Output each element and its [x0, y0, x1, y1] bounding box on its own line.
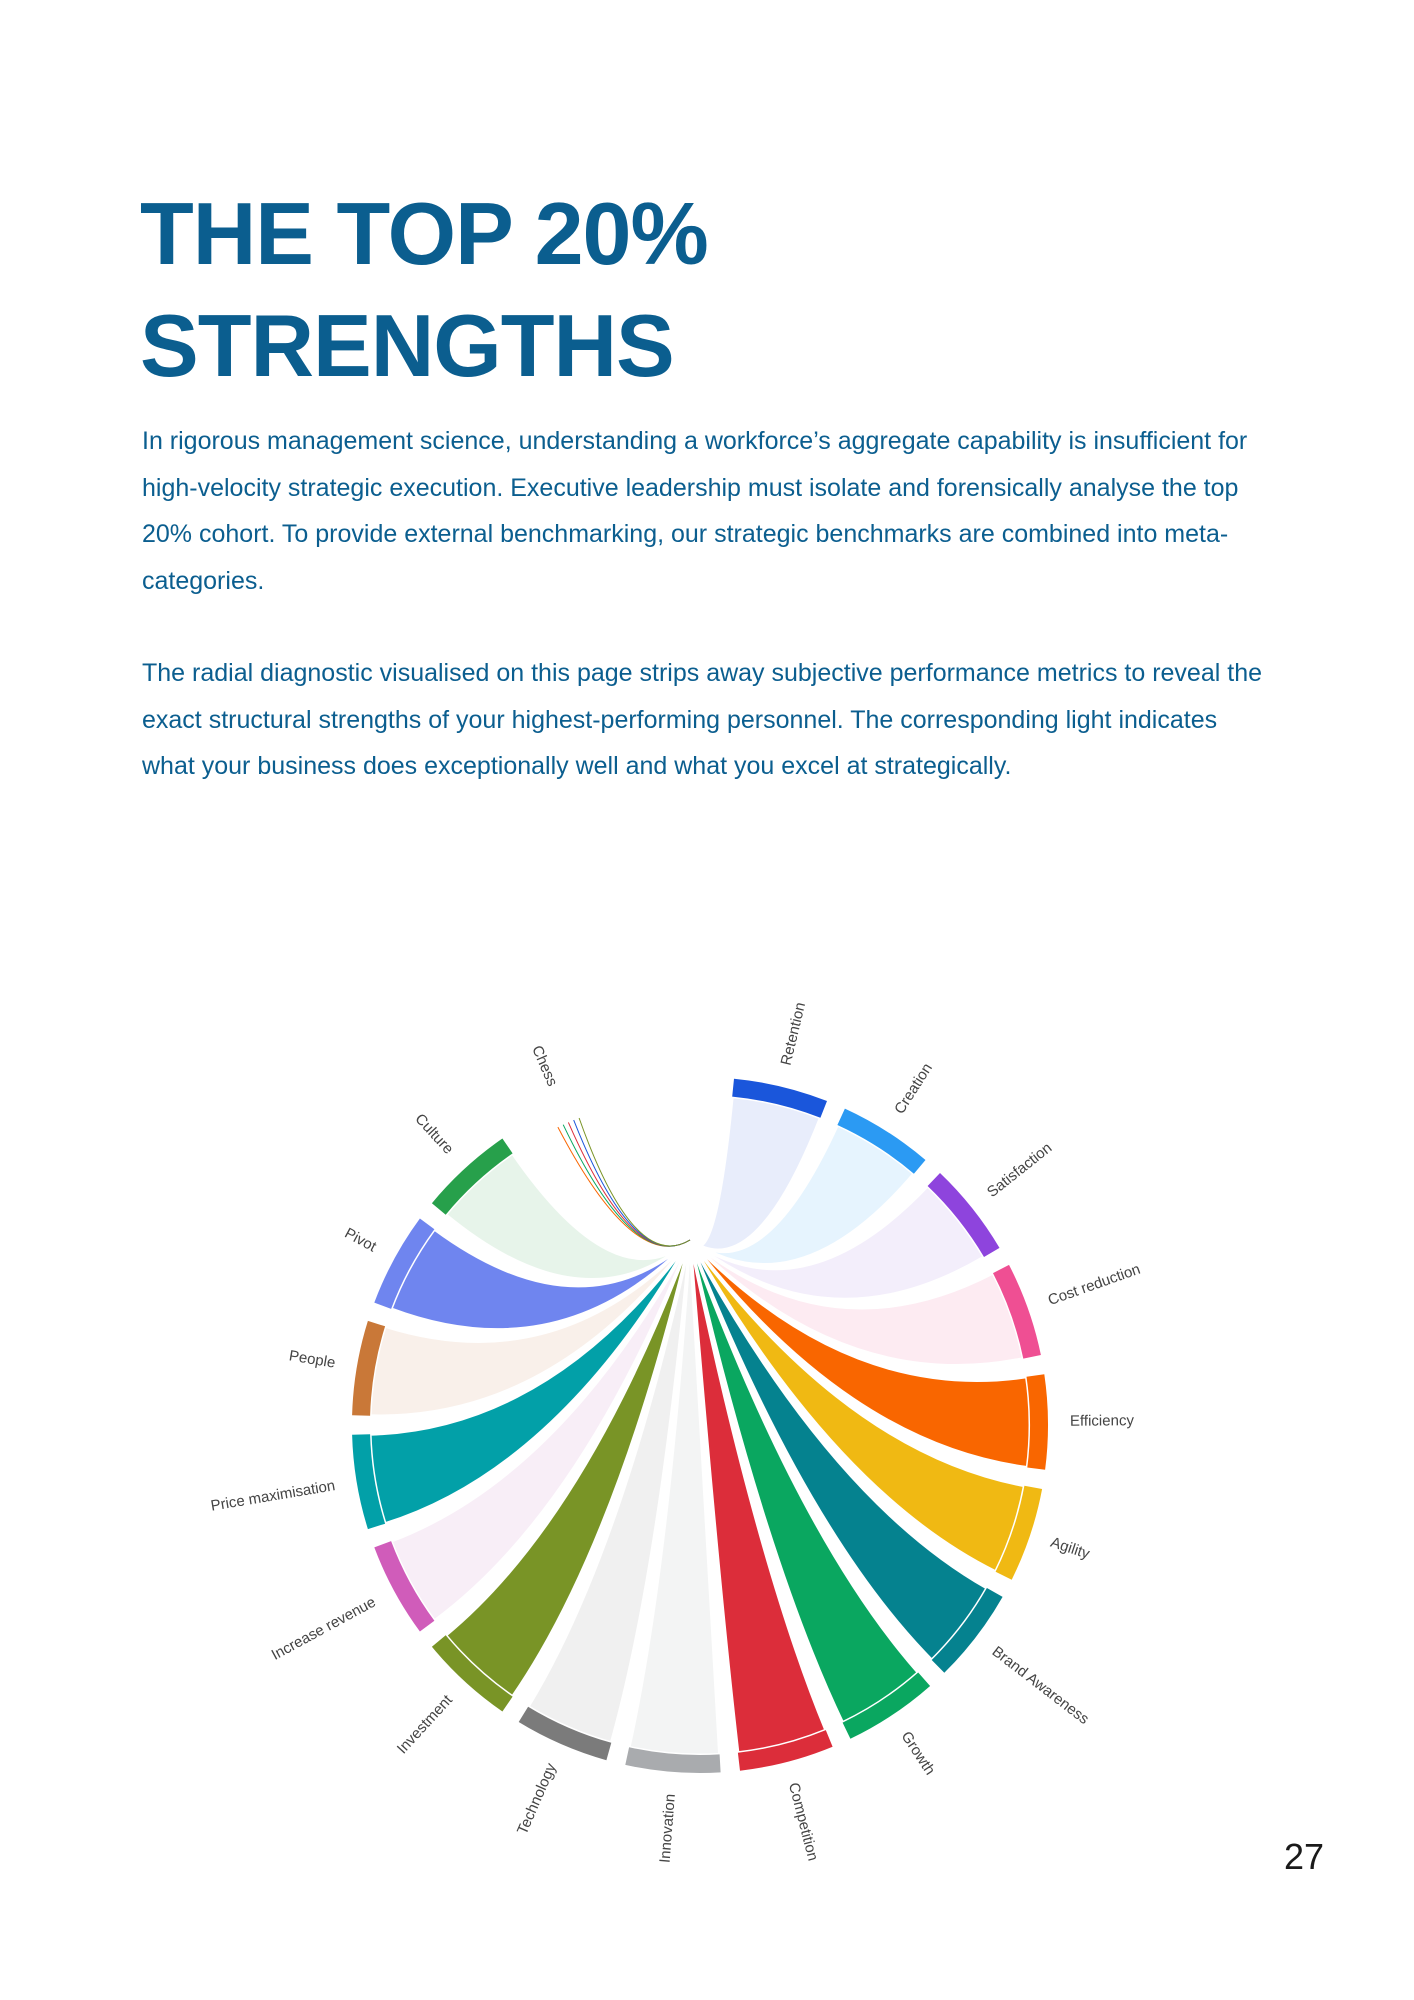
chord-ribbon-retention [688, 1094, 823, 1252]
segment-label-price-maximisation: Price maximisation [209, 1477, 336, 1515]
chord-ribbon-growth [688, 1239, 921, 1725]
segment-label-people: People [288, 1347, 337, 1371]
page-title-line2: STRENGTHS [140, 296, 675, 395]
segment-arc-growth [842, 1672, 931, 1739]
segment-label-technology: Technology [514, 1760, 560, 1837]
segment-label-agility: Agility [1048, 1534, 1092, 1563]
page-number: 27 [1283, 1836, 1324, 1877]
chord-ribbon-agility [688, 1239, 1027, 1574]
chord-ribbon-technology [526, 1239, 692, 1745]
segment-label-cost-reduction: Cost reduction [1046, 1261, 1143, 1309]
page-title-line1: THE TOP 20% [140, 184, 709, 283]
strengths-chord-chart: Retention Creation Satisfaction Cost reduct… [209, 1001, 1143, 1864]
segment-arc-culture [431, 1138, 513, 1215]
segment-label-retention: Retention [778, 1001, 810, 1067]
segment-arc-cost-reduction [993, 1264, 1041, 1359]
chord-ribbon-competition [688, 1239, 828, 1755]
segment-arc-innovation [625, 1747, 721, 1774]
segment-arc-investment [431, 1635, 513, 1712]
chord-ribbon-brand-awareness [688, 1239, 989, 1663]
segment-label-pivot: Pivot [342, 1225, 380, 1256]
segment-arc-brand-awareness [931, 1588, 1003, 1673]
segment-arc-people [352, 1320, 386, 1416]
segment-arc-retention [732, 1078, 827, 1118]
segment-label-chess: Chess [528, 1043, 561, 1089]
chess-thread [562, 1124, 691, 1247]
segment-arc-price-maximisation [352, 1434, 386, 1530]
segment-label-culture: Culture [411, 1110, 456, 1157]
chord-ribbon-creation [689, 1123, 917, 1267]
segment-label-investment: Investment [394, 1691, 457, 1757]
segment-label-competition: Competition [785, 1781, 822, 1863]
segment-label-satisfaction: Satisfaction [984, 1139, 1055, 1201]
segment-arc-pivot [374, 1218, 435, 1309]
segment-arc-efficiency [1026, 1374, 1049, 1470]
chord-ribbon-investment [443, 1239, 692, 1699]
segment-label-brand-awareness: Brand Awareness [989, 1643, 1092, 1728]
segment-arc-increase-revenue [374, 1541, 435, 1632]
chess-thread [578, 1117, 691, 1247]
segment-arc-competition [737, 1730, 833, 1771]
segment-label-innovation: Innovation [657, 1793, 679, 1863]
chord-ribbons [368, 1094, 1032, 1757]
chord-ribbon-culture [443, 1151, 691, 1282]
segment-arc-technology [518, 1706, 612, 1761]
intro-text: In rigorous management science, understa… [142, 418, 1272, 836]
chord-ribbon-innovation [627, 1239, 722, 1757]
segment-label-creation: Creation [891, 1060, 936, 1117]
chord-ribbon-price-maximisation [368, 1239, 692, 1526]
intro-paragraph-2: The radial diagnostic visualised on this… [142, 659, 1262, 780]
segment-arcs [352, 1078, 1049, 1774]
segment-arc-agility [995, 1485, 1043, 1580]
segment-label-efficiency: Efficiency [1070, 1412, 1135, 1430]
intro-paragraph-1: In rigorous management science, understa… [142, 427, 1248, 595]
segment-arc-satisfaction [927, 1173, 1000, 1257]
segment-label-increase-revenue: Increase revenue [269, 1594, 379, 1664]
segment-arc-creation [837, 1108, 926, 1174]
segment-label-growth: Growth [898, 1729, 939, 1779]
page-title: THE TOP 20% STRENGTHS [140, 178, 709, 402]
chord-ribbon-increase-revenue [389, 1239, 692, 1623]
